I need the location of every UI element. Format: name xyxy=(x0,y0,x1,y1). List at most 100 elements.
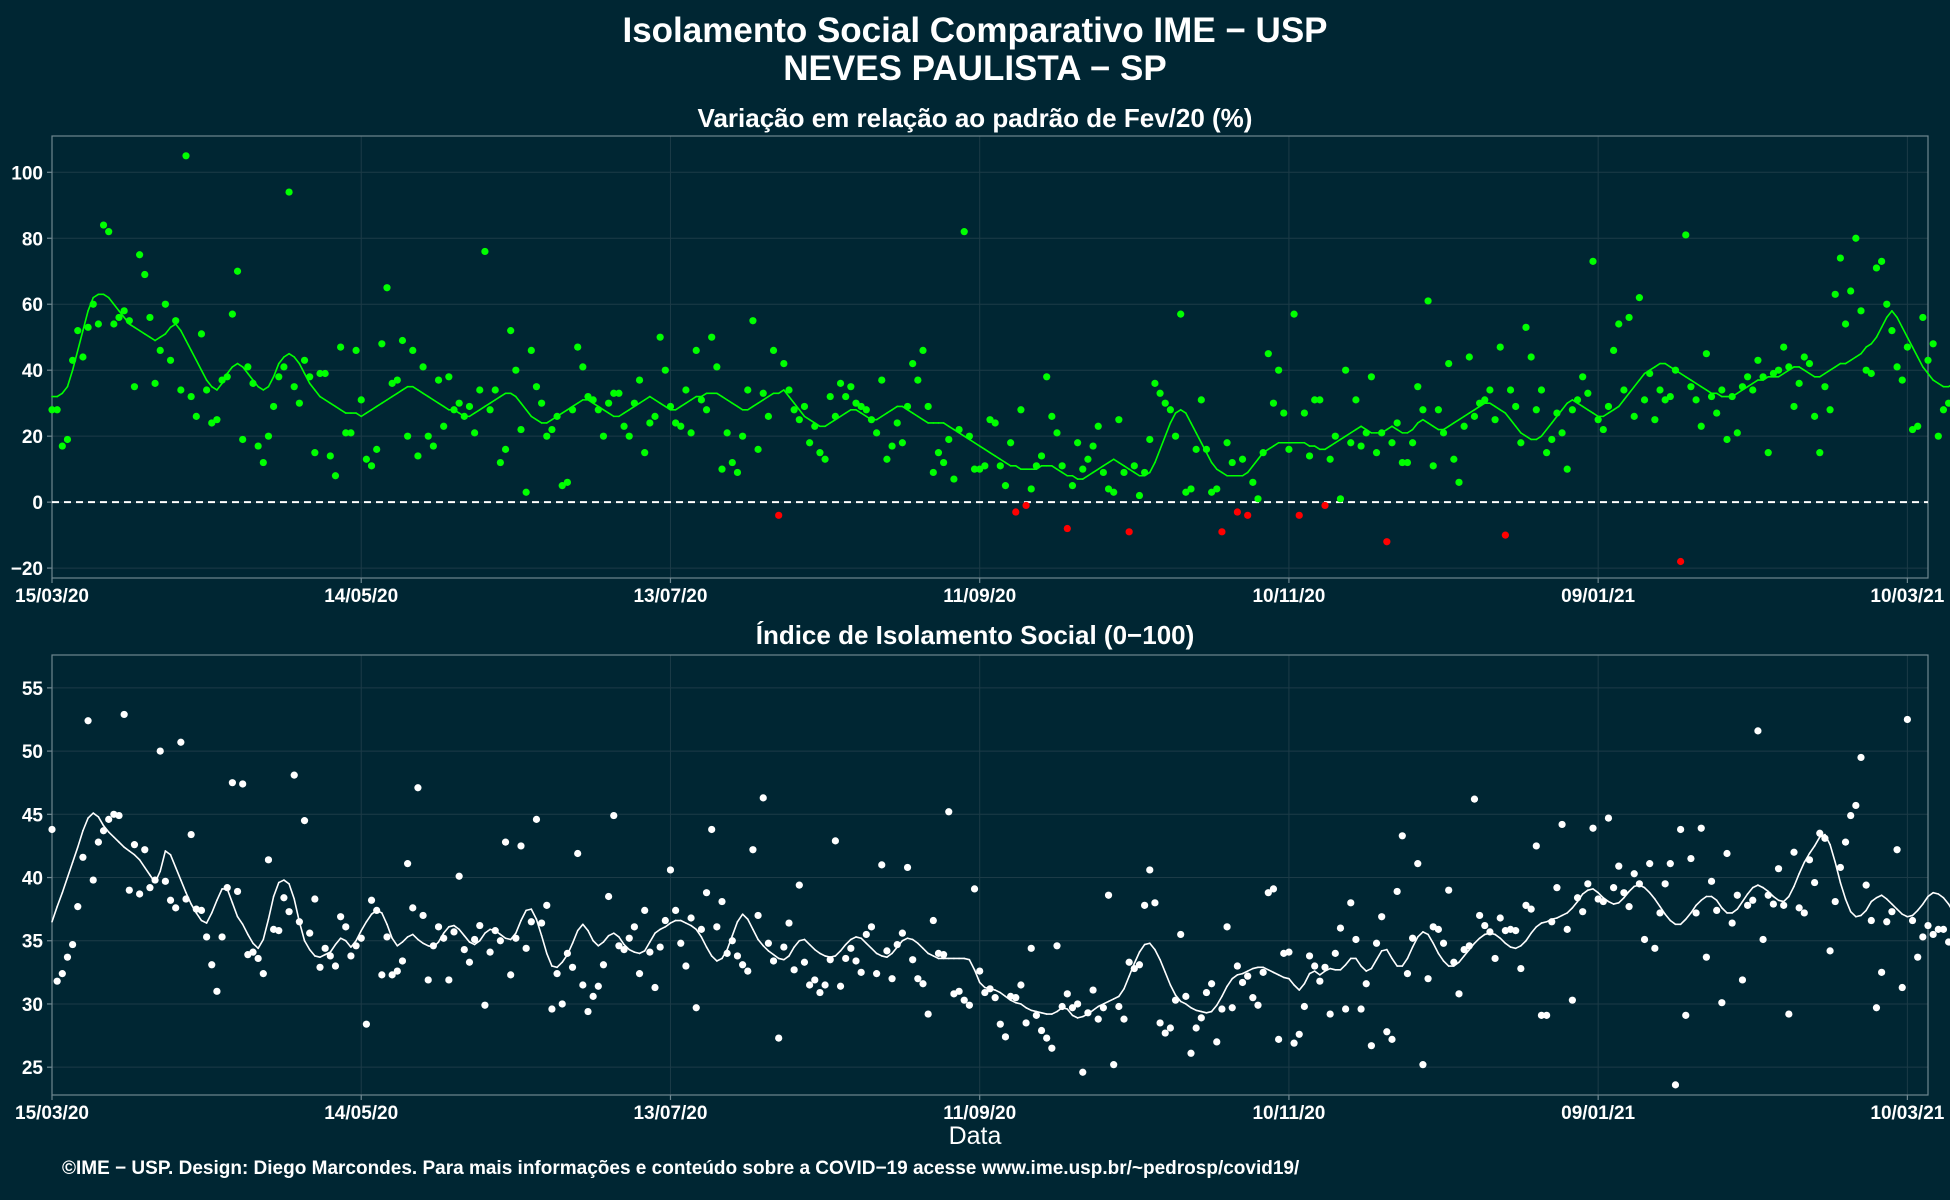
index-y-tick-label: 55 xyxy=(22,679,44,700)
index-x-tick-label: 13/07/20 xyxy=(633,1103,707,1124)
index-trend-segment xyxy=(767,950,775,956)
variation-data-point xyxy=(630,399,638,407)
index-data-point xyxy=(404,860,412,868)
variation-trend-segment xyxy=(1458,415,1465,421)
index-trend-segment xyxy=(1344,957,1352,966)
variation-data-point xyxy=(1584,389,1592,397)
variation-trend-segment xyxy=(855,408,862,414)
index-data-point xyxy=(883,947,891,955)
variation-trend-segment xyxy=(1612,405,1620,411)
variation-data-point xyxy=(1470,412,1479,420)
index-trend-segment xyxy=(700,936,708,948)
index-trend-segment xyxy=(1885,898,1893,905)
index-trend-segment xyxy=(571,929,579,945)
variation-trend-segment xyxy=(442,405,450,411)
variation-data-point xyxy=(965,432,973,440)
index-data-point xyxy=(316,963,324,971)
index-x-tick-label: 11/09/20 xyxy=(943,1103,1016,1124)
index-trend-segment xyxy=(1329,967,1337,971)
index-data-point xyxy=(589,992,597,1000)
variation-data-point xyxy=(223,373,231,381)
index-data-point xyxy=(1141,901,1149,909)
index-trend-segment xyxy=(1499,937,1507,945)
index-data-point xyxy=(605,892,613,901)
index-data-point xyxy=(553,970,561,978)
variation-data-point xyxy=(1285,445,1293,453)
variation-data-point xyxy=(764,412,772,420)
index-trend-segment xyxy=(1360,965,1368,972)
index-data-point xyxy=(130,841,139,849)
index-trend-segment xyxy=(1262,966,1270,971)
index-data-point xyxy=(141,846,149,854)
index-data-point xyxy=(1558,820,1566,829)
index-trend-segment xyxy=(855,936,862,940)
variation-data-point xyxy=(1728,392,1736,401)
index-trend-segment xyxy=(1282,976,1290,980)
variation-trend-segment xyxy=(721,395,728,401)
index-data-point xyxy=(852,957,860,965)
index-trend-segment xyxy=(638,950,646,955)
variation-trend-segment xyxy=(679,402,687,408)
index-data-point xyxy=(239,780,247,788)
variation-data-point xyxy=(867,416,876,424)
index-trend-segment xyxy=(994,989,1002,994)
index-trend-segment xyxy=(1592,888,1599,894)
variation-trend-segment xyxy=(1664,362,1672,368)
variation-data-point xyxy=(270,402,278,411)
variation-data-point xyxy=(455,399,463,407)
index-trend-segment xyxy=(762,945,770,952)
index-data-point xyxy=(769,957,778,965)
variation-data-point xyxy=(161,300,169,308)
variation-data-point xyxy=(1424,297,1432,305)
variation-data-point xyxy=(166,356,175,364)
variation-trend-segment xyxy=(432,399,440,404)
index-data-point xyxy=(1166,1024,1174,1032)
index-data-point xyxy=(1048,1044,1056,1052)
index-trend-segment xyxy=(1014,1001,1022,1005)
index-trend-segment xyxy=(468,941,476,946)
index-data-point xyxy=(1460,945,1468,954)
index-trend-segment xyxy=(515,919,522,934)
variation-trend-segment xyxy=(643,395,651,401)
index-trend-segment xyxy=(1690,904,1697,914)
index-data-point xyxy=(1713,906,1721,915)
variation-data-point xyxy=(1007,439,1015,447)
index-data-point xyxy=(677,939,685,947)
variation-trend-segment xyxy=(917,415,924,421)
index-data-point xyxy=(357,934,365,942)
variation-trend-segment xyxy=(226,366,234,375)
index-data-point xyxy=(187,830,195,839)
index-trend-segment xyxy=(746,918,754,931)
index-trend-segment xyxy=(1844,898,1852,913)
index-trend-segment xyxy=(133,853,141,861)
variation-trend-segment xyxy=(298,362,306,375)
variation-data-point xyxy=(1202,445,1211,453)
variation-trend-segment xyxy=(1947,384,1950,388)
variation-trend-segment xyxy=(1690,379,1697,385)
variation-trend-segment xyxy=(886,408,893,414)
variation-data-point xyxy=(419,363,427,371)
variation-trend-segment xyxy=(1736,389,1744,395)
variation-data-point xyxy=(702,406,711,414)
variation-data-point xyxy=(532,383,541,391)
variation-data-point xyxy=(1862,366,1870,374)
index-trend-segment xyxy=(659,926,667,931)
variation-trend-segment xyxy=(911,412,919,418)
variation-data-point xyxy=(1934,432,1942,440)
variation-trend-segment xyxy=(530,415,538,421)
index-data-point xyxy=(1125,958,1133,966)
variation-data-point xyxy=(1326,455,1334,463)
index-trend-segment xyxy=(1932,891,1940,895)
variation-trend-segment xyxy=(381,399,388,404)
index-data-point xyxy=(800,958,809,966)
index-trend-segment xyxy=(169,853,177,869)
variation-trend-segment xyxy=(1107,458,1115,464)
index-data-point xyxy=(857,968,865,976)
variation-data-point xyxy=(388,379,396,387)
index-trend-segment xyxy=(520,909,527,922)
variation-data-point xyxy=(264,432,273,440)
index-data-point xyxy=(1785,1010,1793,1018)
index-trend-segment xyxy=(1612,902,1620,905)
index-trend-segment xyxy=(886,952,893,958)
index-trend-segment xyxy=(1788,885,1795,898)
